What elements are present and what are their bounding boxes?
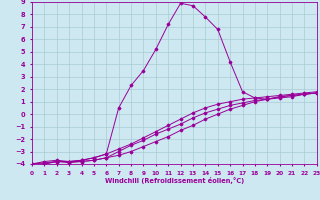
X-axis label: Windchill (Refroidissement éolien,°C): Windchill (Refroidissement éolien,°C) (105, 177, 244, 184)
